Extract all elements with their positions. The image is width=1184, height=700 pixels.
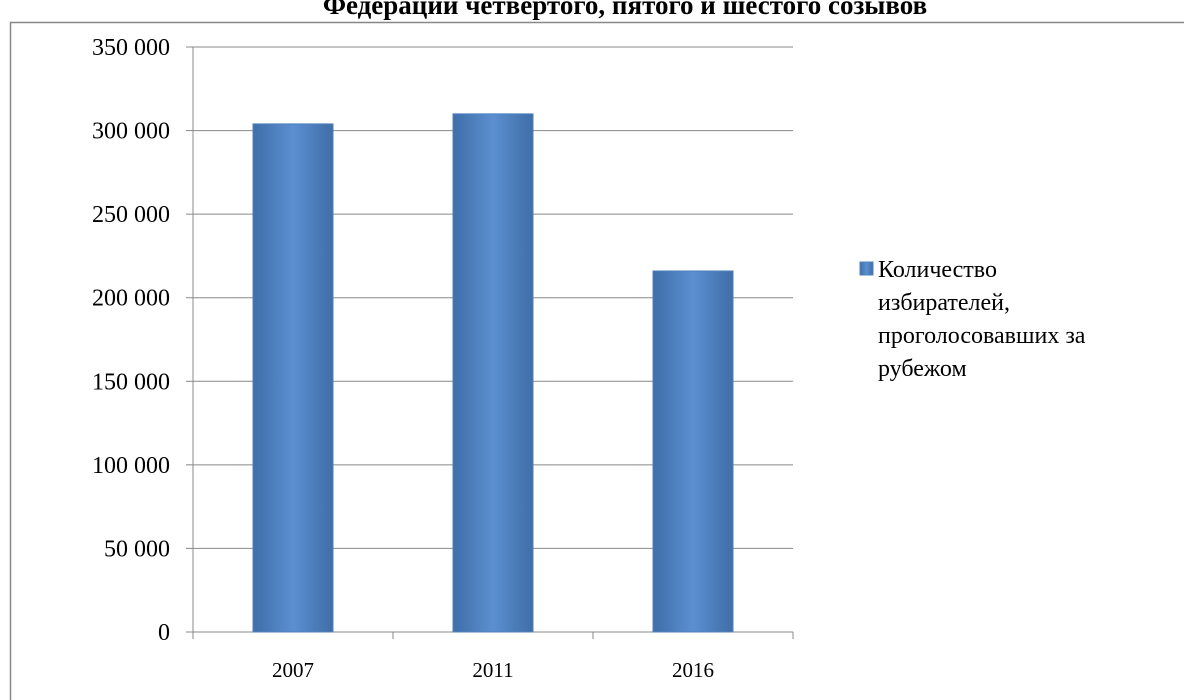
legend-swatch xyxy=(859,261,874,276)
x-tick-label: 2007 xyxy=(272,658,314,682)
x-tick-label: 2011 xyxy=(472,658,513,682)
chart-title: Федерации четвертого, пятого и шестого с… xyxy=(323,0,927,20)
y-tick-label: 300 000 xyxy=(92,119,170,145)
y-tick-label: 250 000 xyxy=(92,202,170,228)
bar xyxy=(652,270,734,633)
y-tick-label: 50 000 xyxy=(104,536,170,562)
y-tick-label: 100 000 xyxy=(92,453,170,479)
chart-border xyxy=(9,21,1184,700)
legend-label: Количество избирателей, проголосовавших … xyxy=(878,257,1086,382)
y-tick-label: 150 000 xyxy=(92,369,170,395)
y-tick-label: 0 xyxy=(158,620,170,646)
y-tick-label: 350 000 xyxy=(92,35,170,61)
bar xyxy=(252,123,334,633)
bar xyxy=(452,113,534,633)
x-tick-label: 2016 xyxy=(672,658,714,682)
y-tick-label: 200 000 xyxy=(92,286,170,312)
